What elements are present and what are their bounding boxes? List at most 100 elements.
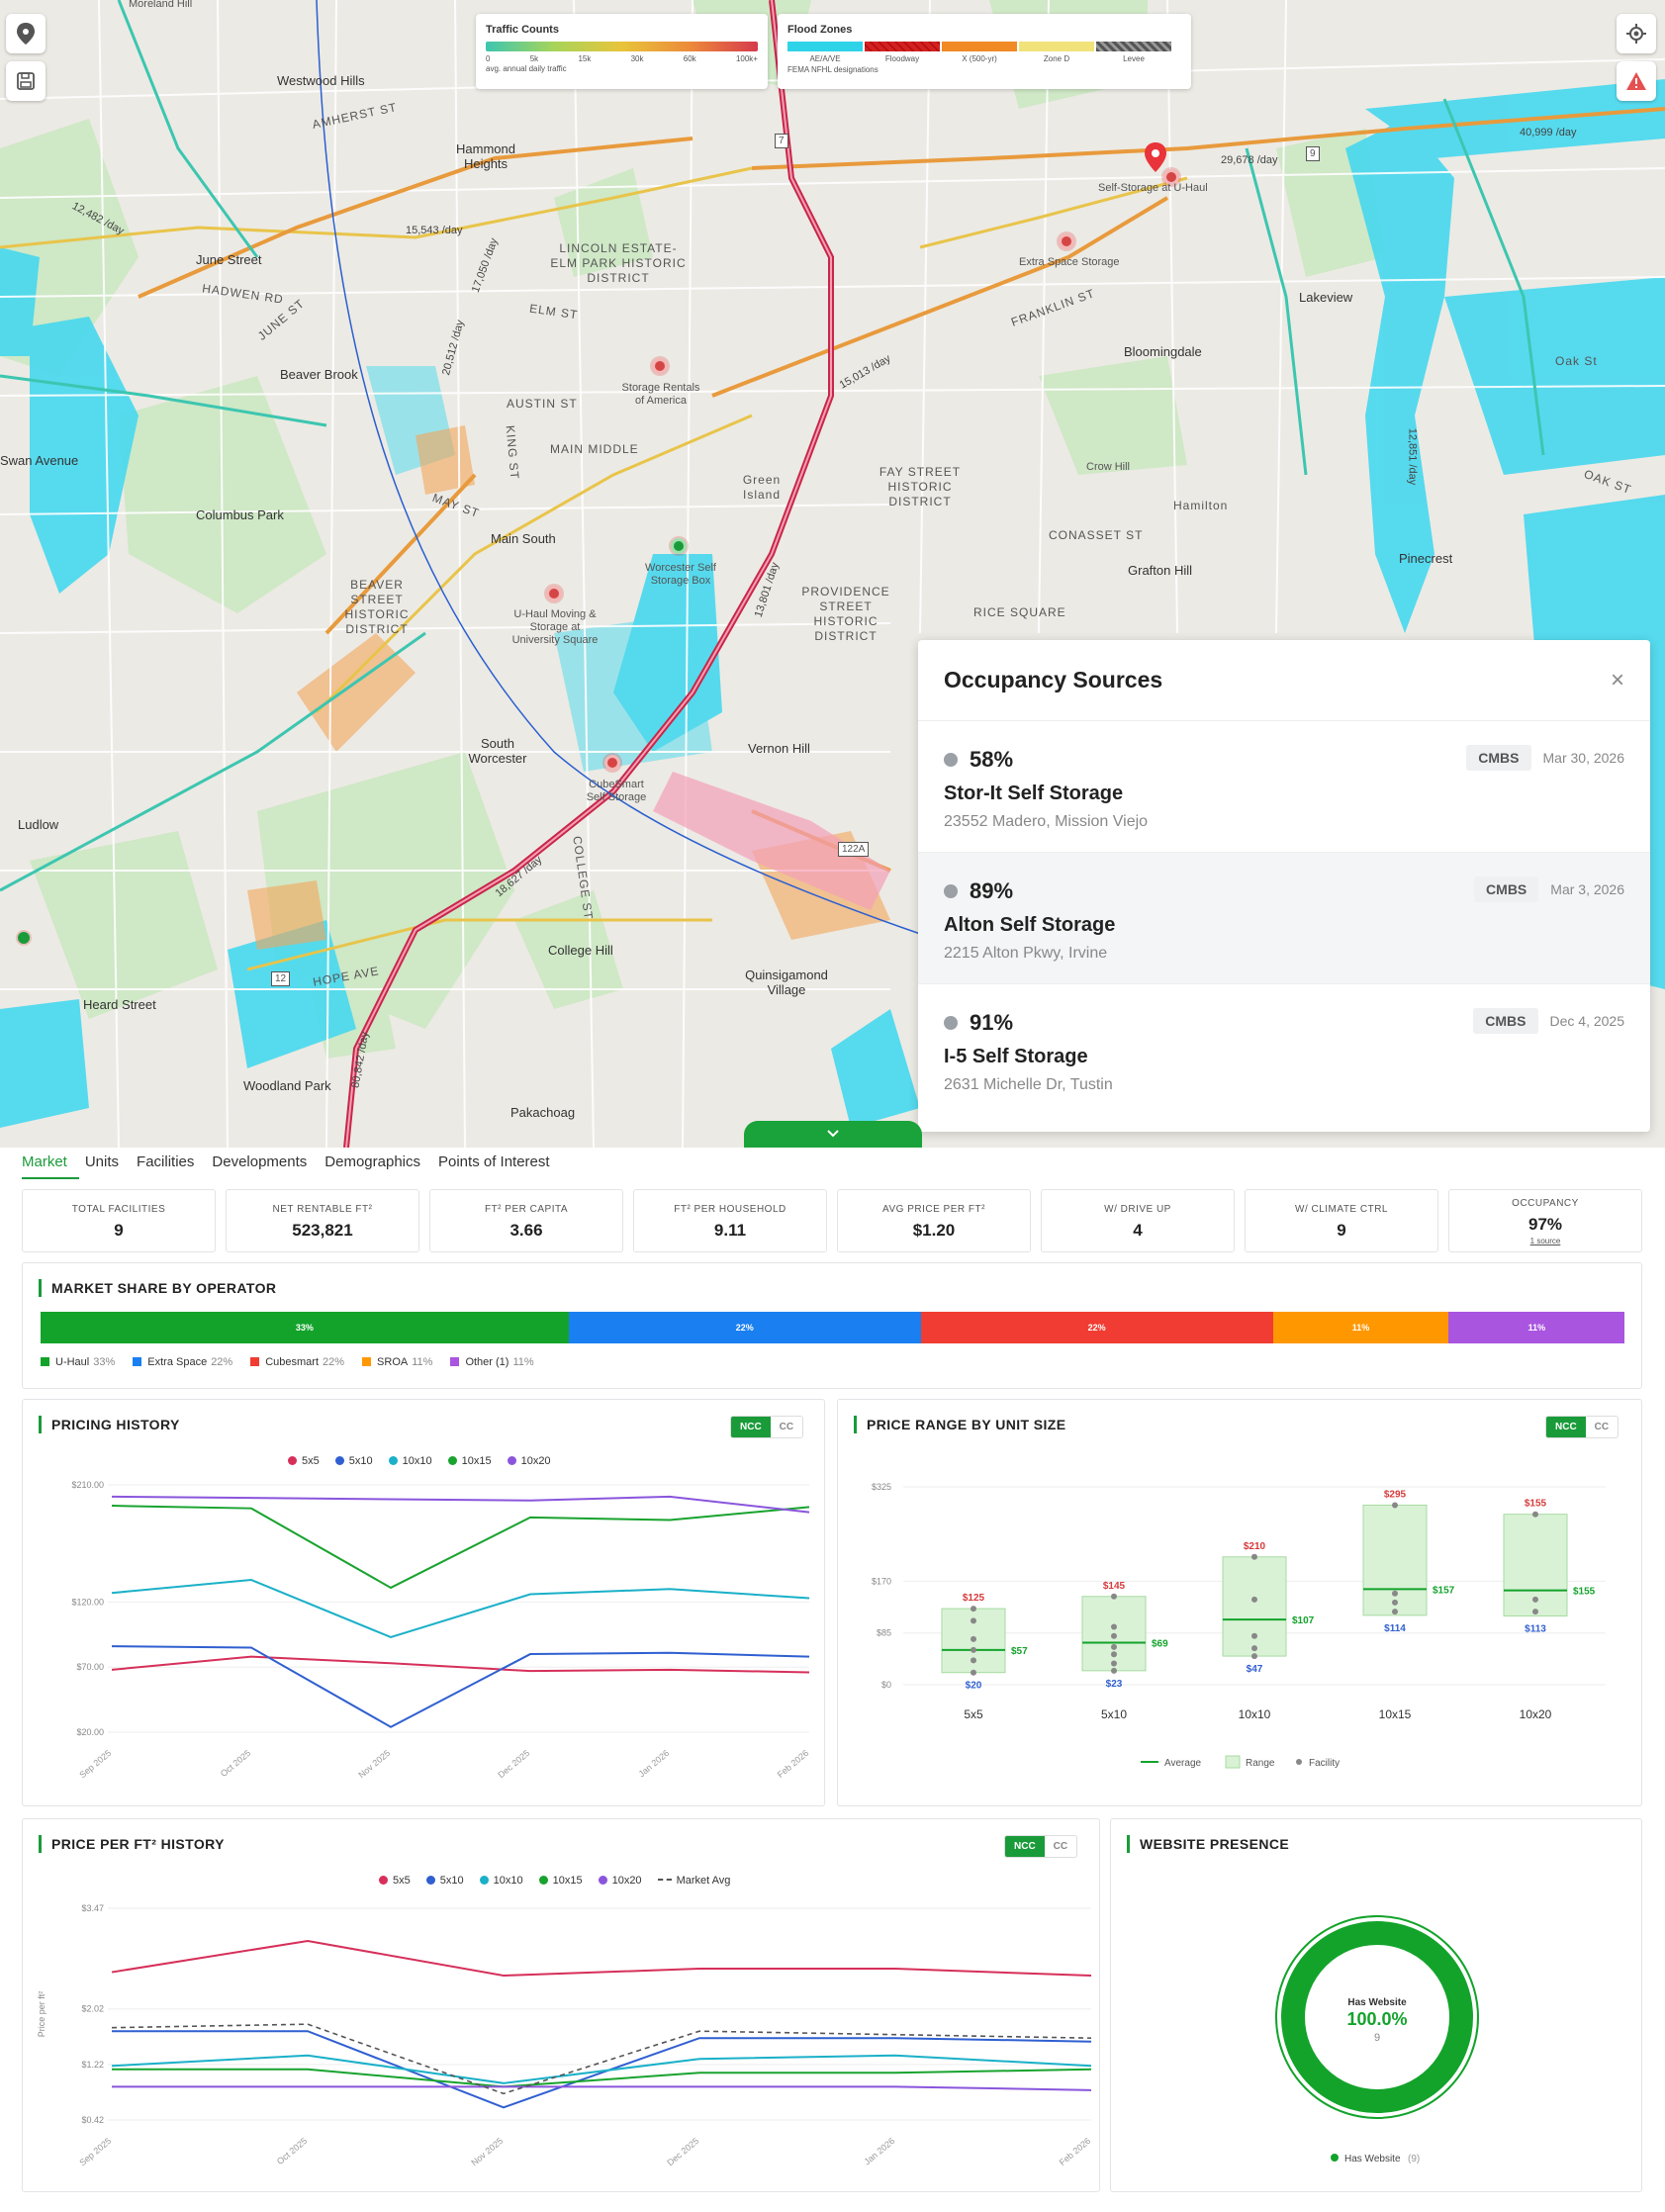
legend-range-marker xyxy=(1225,1755,1241,1769)
cc-toggle-button[interactable]: CC xyxy=(1594,1422,1610,1432)
tab-units[interactable]: Units xyxy=(84,1153,120,1170)
legend-item[interactable]: 5x5 xyxy=(379,1875,411,1887)
close-icon[interactable]: × xyxy=(1610,666,1624,693)
series-line-market-avg xyxy=(111,2023,1091,2095)
tab-points-of-interest[interactable]: Points of Interest xyxy=(438,1153,550,1170)
facility-dot xyxy=(1111,1623,1117,1630)
legend-swatch xyxy=(133,1357,142,1366)
facility-dot[interactable] xyxy=(1163,169,1179,185)
legend-marker xyxy=(379,1876,388,1885)
chevron-down-icon xyxy=(827,1130,839,1138)
traffic-count: 12,851 /day xyxy=(1406,427,1419,486)
kpi-total-facilities: TOTAL FACILITIES 9 xyxy=(22,1189,216,1252)
tab-developments[interactable]: Developments xyxy=(212,1153,308,1170)
occupancy-percent: 91% xyxy=(970,1010,1014,1035)
x-tick-label: Feb 2026 xyxy=(776,1748,811,1780)
facility-dot xyxy=(1392,1502,1398,1509)
facility-dot[interactable] xyxy=(671,538,687,554)
share-segment[interactable]: 22% xyxy=(568,1312,921,1343)
collapse-panel-button[interactable] xyxy=(744,1121,922,1148)
alert-button[interactable] xyxy=(1617,61,1656,101)
legend-item[interactable]: 10x10 xyxy=(388,1455,432,1467)
donut-slice-has-website xyxy=(1281,1921,1473,2113)
facility-dot[interactable] xyxy=(18,932,30,944)
legend-swatch xyxy=(362,1357,372,1366)
category-label: 5x5 xyxy=(964,1707,983,1721)
legend-item[interactable]: Market Avg xyxy=(657,1875,731,1887)
save-button[interactable] xyxy=(6,61,46,101)
occupancy-source-link[interactable]: 1 source xyxy=(1529,1237,1561,1245)
chart-legend: 5x5 5x10 10x10 10x15 10x20 Market Avg xyxy=(379,1875,730,1887)
tab-facilities[interactable]: Facilities xyxy=(137,1153,195,1170)
share-segment[interactable]: 33% xyxy=(41,1312,569,1343)
ncc-toggle-button[interactable]: NCC xyxy=(1546,1417,1586,1437)
place-label: Heard Street xyxy=(83,997,156,1012)
y-tick-label: $85 xyxy=(877,1628,891,1638)
legend-item[interactable]: 10x20 xyxy=(598,1875,642,1887)
occupancy-source-item[interactable]: 89% Alton Self Storage 2215 Alton Pkwy, … xyxy=(918,853,1650,984)
tab-market[interactable]: Market xyxy=(22,1150,79,1179)
series-line-10x20 xyxy=(112,2085,1091,2091)
occupancy-source-item[interactable]: 91% I-5 Self Storage 2631 Michelle Dr, T… xyxy=(918,984,1650,1116)
max-label: $125 xyxy=(963,1593,985,1604)
share-segment[interactable]: 11% xyxy=(1272,1312,1449,1343)
kpi-label: NET RENTABLE FT² xyxy=(272,1204,373,1215)
ncc-toggle-button[interactable]: NCC xyxy=(1005,1836,1045,1857)
kpi-per-capita: FT² PER CAPITA 3.66 xyxy=(429,1189,623,1252)
legend-label: Average xyxy=(1164,1758,1202,1769)
facility-dot xyxy=(971,1669,976,1676)
cc-toggle-button[interactable]: CC xyxy=(779,1422,794,1432)
locate-icon xyxy=(1626,24,1646,44)
legend-item: Other (1) 11% xyxy=(450,1356,534,1368)
legend-item[interactable]: 10x20 xyxy=(507,1455,551,1467)
legend-item[interactable]: 5x5 xyxy=(288,1455,320,1467)
facility-dot[interactable] xyxy=(652,358,668,374)
map-view[interactable]: Westwood Hills Hammond Heights June Stre… xyxy=(0,0,1665,1148)
map-pin-button[interactable] xyxy=(6,14,46,53)
legend-marker xyxy=(598,1876,607,1885)
min-label: $47 xyxy=(1247,1664,1263,1675)
tab-demographics[interactable]: Demographics xyxy=(324,1153,420,1170)
facility-dot[interactable] xyxy=(546,586,562,601)
facility-dot[interactable] xyxy=(604,755,620,771)
legend-item[interactable]: 10x15 xyxy=(538,1875,583,1887)
legend-label: 10x20 xyxy=(520,1455,551,1467)
legend-label: Market Avg xyxy=(676,1875,731,1887)
range-box xyxy=(1222,1556,1287,1657)
legend-tick: 30k xyxy=(630,54,644,63)
district-label: LINCOLN ESTATE-ELM PARK HISTORIC DISTRIC… xyxy=(550,241,687,285)
legend-marker xyxy=(538,1876,548,1885)
legend-count: (9) xyxy=(1408,2154,1420,2165)
flood-legend: Flood Zones AE/A/VE Floodway X (500-yr) … xyxy=(778,14,1191,89)
legend-tick: 100k+ xyxy=(735,54,758,63)
chart-legend: 5x5 5x10 10x10 10x15 10x20 xyxy=(288,1455,551,1467)
y-tick-label: $0 xyxy=(881,1680,891,1690)
facility-dot[interactable] xyxy=(1059,233,1074,249)
facility-dot xyxy=(1111,1667,1117,1674)
legend-label: U-Haul xyxy=(55,1356,90,1368)
legend-item[interactable]: 5x10 xyxy=(334,1455,373,1467)
min-label: $20 xyxy=(966,1681,982,1692)
legend-item[interactable]: 10x10 xyxy=(479,1875,523,1887)
kpi-label: AVG PRICE PER FT² xyxy=(882,1204,985,1215)
share-segment[interactable]: 11% xyxy=(1448,1312,1625,1343)
legend-item[interactable]: 5x10 xyxy=(425,1875,464,1887)
place-label: Columbus Park xyxy=(196,507,284,522)
locate-button[interactable] xyxy=(1617,14,1656,53)
legend-tick: 0 xyxy=(486,54,491,63)
cc-toggle-button[interactable]: CC xyxy=(1053,1841,1068,1852)
cc-toggle: NCC CC xyxy=(730,1416,804,1438)
occupancy-source-item[interactable]: 58% Stor-It Self Storage 23552 Madero, M… xyxy=(918,721,1650,853)
flood-label: Levee xyxy=(1123,54,1145,63)
flood-swatch xyxy=(942,42,1017,51)
legend-swatch xyxy=(250,1357,260,1366)
price-range-panel: PRICE RANGE BY UNIT SIZE NCC CC $325 $170… xyxy=(837,1399,1642,1806)
legend-item[interactable]: 10x15 xyxy=(447,1455,492,1467)
place-label: Bloomingdale xyxy=(1124,344,1202,359)
legend-swatch xyxy=(41,1357,49,1366)
share-segment[interactable]: 22% xyxy=(920,1312,1273,1343)
facility-label: Self-Storage at U-Haul xyxy=(1098,182,1208,194)
ncc-toggle-button[interactable]: NCC xyxy=(731,1417,771,1437)
legend-label: Has Website xyxy=(1344,2154,1401,2165)
